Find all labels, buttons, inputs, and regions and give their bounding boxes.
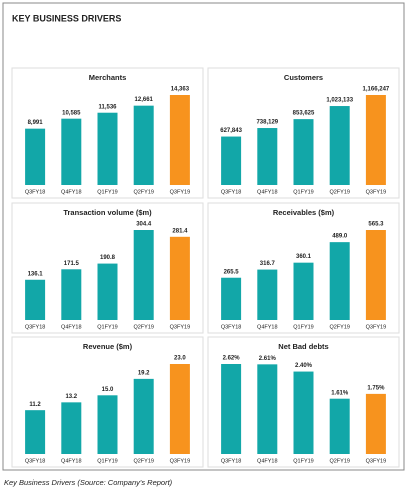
value-label: 565.3 (368, 222, 384, 228)
value-label: 265.5 (224, 269, 240, 275)
chart-title: Merchants (89, 73, 127, 82)
chart-title: Net Bad debts (278, 342, 328, 351)
value-label: 11,536 (98, 104, 117, 110)
bar (61, 402, 82, 454)
bar (97, 395, 118, 454)
value-label: 2.40% (295, 363, 313, 369)
x-tick-label: Q2FY19 (133, 324, 153, 330)
value-label: 11.2 (29, 402, 41, 408)
value-label: 190.8 (100, 255, 116, 261)
bar (365, 393, 386, 454)
bar (169, 95, 190, 185)
page-title: KEY BUSINESS DRIVERS (12, 13, 121, 23)
x-tick-label: Q1FY19 (293, 324, 313, 330)
x-tick-label: Q1FY19 (97, 324, 117, 330)
bar (97, 263, 118, 320)
value-label: 853,625 (293, 111, 315, 117)
bar (257, 364, 278, 454)
x-tick-label: Q3FY19 (170, 189, 190, 195)
x-tick-label: Q3FY18 (221, 458, 241, 464)
x-tick-label: Q4FY18 (61, 324, 81, 330)
value-label: 15.0 (102, 387, 114, 393)
chart-title: Transaction volume ($m) (63, 208, 152, 217)
value-label: 12,661 (135, 97, 154, 103)
value-label: 19.2 (138, 370, 150, 376)
chart-title: Receivables ($m) (273, 208, 335, 217)
value-label: 627,843 (220, 128, 242, 134)
value-label: 2.61% (259, 356, 277, 362)
bar (329, 398, 350, 454)
x-tick-label: Q3FY19 (366, 189, 386, 195)
x-tick-label: Q3FY18 (221, 189, 241, 195)
bar (221, 136, 242, 185)
x-tick-label: Q4FY18 (61, 458, 81, 464)
value-label: 13.2 (65, 394, 77, 400)
value-label: 489.0 (332, 234, 348, 240)
x-tick-label: Q3FY18 (25, 458, 45, 464)
x-tick-label: Q3FY18 (25, 189, 45, 195)
bar (25, 410, 46, 454)
caption: Key Business Drivers (Source: Company's … (4, 478, 173, 487)
x-tick-label: Q3FY19 (366, 458, 386, 464)
value-label: 171.5 (64, 261, 80, 267)
bar (365, 230, 386, 320)
x-tick-label: Q2FY19 (329, 458, 349, 464)
bar (133, 378, 154, 454)
bar (293, 371, 314, 454)
value-label: 10,585 (62, 110, 81, 116)
x-tick-label: Q4FY18 (257, 189, 277, 195)
bar (97, 112, 118, 185)
bar (221, 277, 242, 320)
bar (365, 95, 386, 185)
value-label: 360.1 (296, 254, 312, 260)
x-tick-label: Q1FY19 (97, 189, 117, 195)
bar (133, 105, 154, 185)
bar (257, 128, 278, 185)
value-label: 316.7 (260, 261, 276, 267)
bar (25, 279, 46, 320)
bar (25, 128, 46, 185)
value-label: 136.1 (28, 271, 44, 277)
bar (221, 364, 242, 454)
bar (257, 269, 278, 320)
chart-title: Revenue ($m) (83, 342, 133, 351)
value-label: 1.75% (367, 385, 385, 391)
bar (61, 269, 82, 320)
x-tick-label: Q1FY19 (293, 189, 313, 195)
x-tick-label: Q3FY18 (221, 324, 241, 330)
value-label: 304.4 (136, 222, 152, 228)
bar (293, 119, 314, 185)
x-tick-label: Q3FY19 (170, 324, 190, 330)
bar (133, 230, 154, 320)
value-label: 1,166,247 (363, 87, 390, 93)
x-tick-label: Q1FY19 (97, 458, 117, 464)
x-tick-label: Q4FY18 (257, 458, 277, 464)
x-tick-label: Q3FY19 (366, 324, 386, 330)
bar (169, 236, 190, 320)
value-label: 1.61% (331, 390, 349, 396)
x-tick-label: Q4FY18 (61, 189, 81, 195)
value-label: 738,129 (256, 120, 278, 126)
bar (329, 242, 350, 320)
x-tick-label: Q2FY19 (329, 324, 349, 330)
x-tick-label: Q1FY19 (293, 458, 313, 464)
bar (329, 106, 350, 185)
value-label: 8,991 (28, 120, 44, 126)
x-tick-label: Q3FY19 (170, 458, 190, 464)
value-label: 14,363 (171, 87, 190, 93)
value-label: 1,023,133 (326, 98, 353, 104)
x-tick-label: Q2FY19 (133, 458, 153, 464)
x-tick-label: Q3FY18 (25, 324, 45, 330)
value-label: 281.4 (172, 228, 188, 234)
bar (293, 262, 314, 320)
x-tick-label: Q2FY19 (133, 189, 153, 195)
value-label: 23.0 (174, 356, 186, 362)
x-tick-label: Q2FY19 (329, 189, 349, 195)
x-tick-label: Q4FY18 (257, 324, 277, 330)
bar (169, 364, 190, 454)
value-label: 2.62% (223, 356, 241, 362)
bar (61, 118, 82, 185)
chart-title: Customers (284, 73, 323, 82)
